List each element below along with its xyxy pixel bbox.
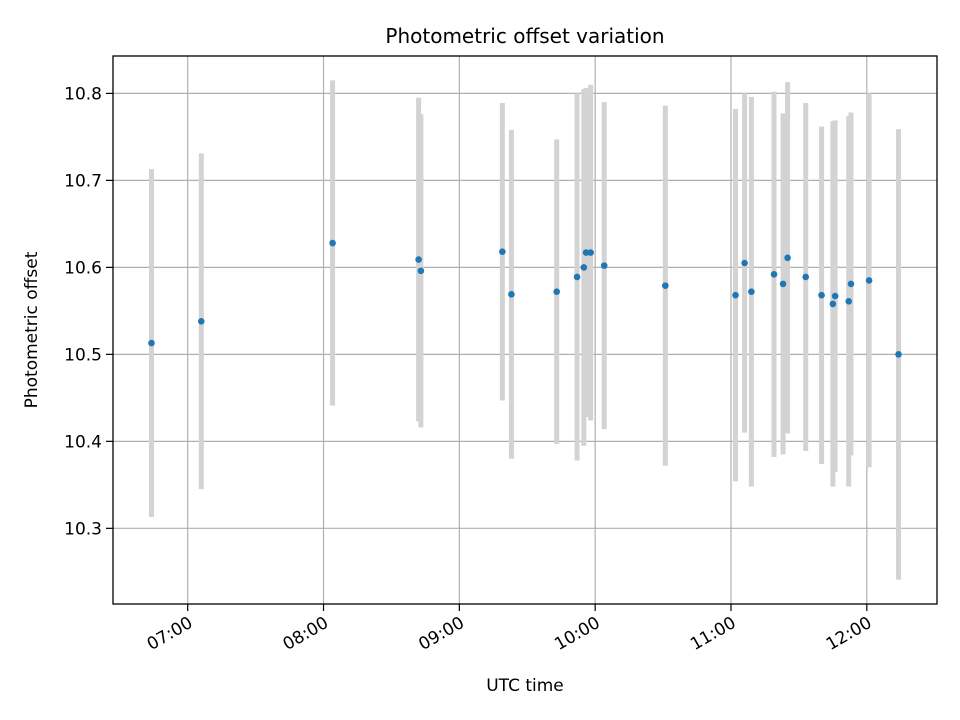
chart-title: Photometric offset variation	[385, 24, 664, 48]
data-point	[148, 339, 155, 347]
x-axis-label: UTC time	[486, 676, 564, 696]
data-point	[582, 249, 590, 256]
data-points	[148, 239, 902, 358]
data-point	[895, 351, 902, 358]
y-tick-label: 10.5	[64, 345, 102, 365]
data-point	[415, 256, 422, 263]
data-point	[329, 239, 336, 247]
data-point	[553, 288, 560, 296]
data-point	[802, 273, 810, 281]
data-point	[770, 271, 778, 278]
data-point	[732, 291, 739, 299]
data-point	[197, 318, 205, 325]
y-axis-label: Photometric offset	[22, 251, 42, 408]
data-point	[847, 280, 855, 288]
data-point	[865, 277, 873, 284]
data-point	[829, 300, 837, 308]
data-point	[741, 259, 748, 267]
data-point	[662, 282, 669, 289]
data-point	[818, 291, 825, 299]
data-point	[580, 264, 588, 271]
y-tick-label: 10.4	[64, 432, 102, 452]
data-point	[508, 291, 515, 298]
y-tick-label: 10.6	[64, 258, 102, 278]
data-point	[417, 267, 425, 275]
data-point	[784, 254, 791, 262]
data-point	[831, 292, 839, 300]
data-point	[573, 273, 581, 281]
y-tick-label: 10.3	[64, 519, 102, 539]
data-point	[587, 249, 594, 256]
data-point	[748, 288, 755, 296]
y-axis-ticks: 10.3 10.4 10.5 10.6 10.7 10.8	[64, 84, 113, 539]
data-point	[779, 280, 787, 288]
data-point	[499, 248, 506, 256]
y-tick-label: 10.7	[64, 171, 102, 191]
y-tick-label: 10.8	[64, 84, 102, 104]
data-point	[600, 262, 608, 269]
plot-frame	[112, 55, 938, 605]
data-point	[845, 297, 853, 305]
